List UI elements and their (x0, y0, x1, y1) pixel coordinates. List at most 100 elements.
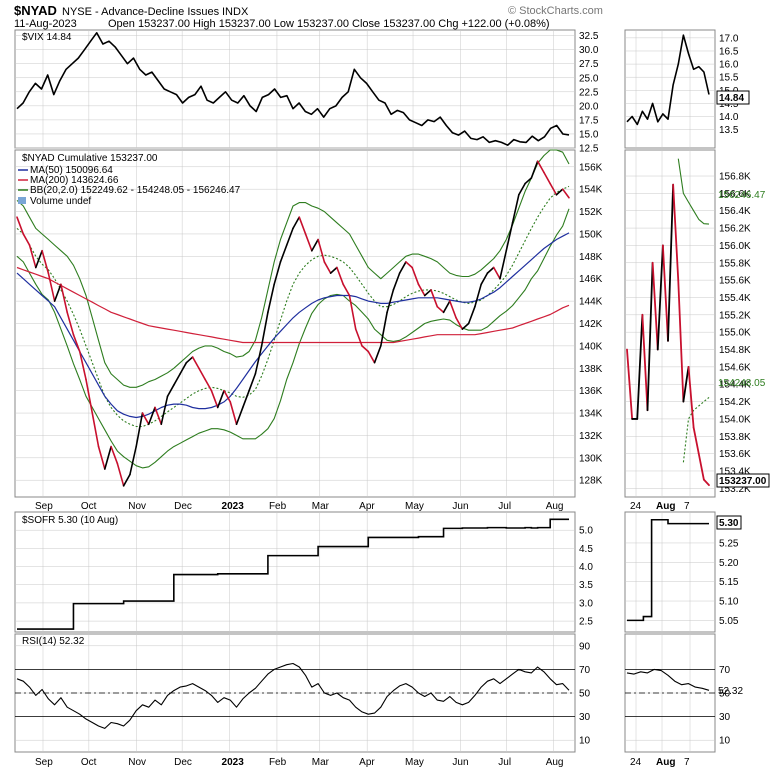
sofr-panel-ytick: 4.0 (579, 562, 593, 573)
x-tick-label-bottom: 2023 (222, 757, 245, 768)
sofr-zoom-panel-ytick: 5.10 (719, 597, 739, 608)
nyad-zoom-price-segment (646, 261, 654, 412)
nyad-price-segment (28, 244, 37, 269)
nyad-zoom-panel-ytick: 153.6K (719, 449, 751, 460)
nyad-price-segment (530, 160, 539, 179)
nyad-zoom-panel-ytick: 155.6K (719, 276, 751, 287)
nyad-price-segment (474, 283, 482, 308)
x-tick-label-bottom: Aug (546, 757, 564, 768)
ma200-line (16, 266, 570, 344)
x-tick-label: Nov (128, 501, 146, 512)
chart-date: 11-Aug-2023 (14, 18, 77, 30)
rsi-zoom-line (626, 668, 710, 691)
nyad-panel-ytick: 134K (579, 409, 603, 420)
x-tick-label: Feb (269, 501, 287, 512)
nyad-price-segment (336, 266, 344, 286)
nyad-price-segment (66, 311, 75, 336)
nyad-price-segment (204, 378, 213, 392)
nyad-zoom-price-segment (677, 279, 685, 403)
nyad-price-segment (455, 317, 464, 330)
x-tick-label-bottom: Oct (81, 757, 97, 768)
nyad-price-segment (154, 406, 163, 426)
sofr-zoom-panel-ytick: 5.05 (719, 616, 739, 627)
nyad-panel-ytick: 154K (579, 185, 603, 196)
x-tick-label: May (405, 501, 424, 512)
last-value-labels: 14.84 153237.00 156246.47 154248.05 5.30… (716, 90, 770, 697)
nyad-legend: $NYAD Cumulative 153237.00 MA(50) 150096… (18, 153, 241, 207)
nyad-panel-ytick: 138K (579, 364, 603, 375)
x-tick-label: Jun (452, 501, 468, 512)
nyad-price-segment (536, 160, 545, 174)
nyad-price-segment (116, 462, 125, 487)
nyad-price-segment (505, 221, 514, 252)
nyad-price-segment (147, 406, 156, 426)
nyad-price-segment (16, 216, 25, 235)
sofr-zoom-panel-ytick: 5.20 (719, 558, 739, 569)
nyad-price-segment (549, 182, 558, 196)
nyad-zoom-price-segment (672, 183, 680, 282)
vix-panel-ytick: 12.5 (579, 144, 599, 155)
nyad-price-segment (260, 311, 269, 347)
nyad-panel-ytick: 142K (579, 319, 603, 330)
x-tick-label-bottom: Dec (174, 757, 192, 768)
nyad-zoom-panel-ytick: 154.8K (719, 345, 751, 356)
rsi-zoom-panel-ytick: 10 (719, 736, 731, 747)
nyad-price-segment (267, 283, 275, 314)
tick-layer: 32.5 30.0 27.5 25.0 22.5 20.0 17.5 15.0 12.5 156K… (35, 31, 751, 768)
panel-frames (14, 29, 716, 753)
vix-panel-ytick: 25.0 (579, 73, 599, 84)
vix-line (16, 31, 570, 146)
watermark: © StockCharts.com (508, 5, 603, 17)
nyad-zoom-panel-ytick: 156.8K (719, 172, 751, 183)
rsi-last-value: 52.32 (718, 686, 743, 697)
nyad-price-segment (461, 322, 470, 330)
nyad-price-segment (518, 182, 526, 196)
bb-upper-value: 156246.47 (718, 190, 766, 201)
x-tick-label: Apr (359, 501, 375, 512)
rsi-panel-ytick: 10 (579, 736, 591, 747)
nyad-zoom-panel-ytick: 156.0K (719, 241, 751, 252)
x-tick-label: Oct (81, 501, 97, 512)
sofr-zoom-panel-ytick: 5.25 (719, 538, 739, 549)
nyad-price-segment (298, 216, 307, 235)
bb-upper-line (16, 149, 570, 388)
nyad-panel-ytick: 148K (579, 252, 603, 263)
zoom-x-tick-label-bottom: 7 (684, 757, 690, 768)
vix-zoom-line (626, 34, 710, 126)
nyad-price-segment (97, 445, 106, 470)
nyad-price-segment (430, 289, 439, 308)
nyad-price-segment (436, 305, 445, 314)
nyad-price-segment (386, 289, 395, 314)
nyad-zoom-frame (624, 149, 716, 498)
index-tag: INDX (222, 6, 249, 18)
nyad-zoom-panel-ytick: 155.8K (719, 258, 751, 269)
zoom-x-tick-label: 24 (630, 501, 642, 512)
nyad-price-segment (480, 272, 489, 286)
nyad-zoom-price-segment (702, 478, 710, 487)
nyad-price-segment (47, 272, 56, 302)
nyad-price-segment (543, 171, 551, 185)
sofr-panel-ytick: 5.0 (579, 526, 593, 537)
x-tick-label-bottom: Apr (359, 757, 375, 768)
nyad-zoom-panel-ytick: 154.2K (719, 397, 751, 408)
nyad-price-segment (373, 345, 382, 364)
bb-middle-zoom-line (682, 396, 710, 463)
rsi-zoom-panel-ytick: 70 (719, 665, 731, 676)
vix-zoom-panel-ytick: 14.0 (719, 112, 739, 123)
sofr-last-value: 5.30 (719, 518, 739, 529)
series-layer (16, 31, 710, 729)
nyad-zoom-panel-ytick: 155.0K (719, 328, 751, 339)
nyad-price-segment (449, 300, 457, 319)
nyad-price-segment (392, 272, 401, 291)
nyad-price-segment (555, 188, 564, 196)
x-tick-label: Aug (546, 501, 564, 512)
nyad-price-segment (398, 261, 407, 274)
nyad-zoom-price-segment (697, 452, 705, 481)
nyad-zoom-price-segment (626, 348, 634, 420)
nyad-price-segment (216, 389, 225, 409)
nyad-price-segment (223, 389, 232, 403)
nyad-zoom-price-segment (682, 365, 690, 403)
vix-panel-ytick: 17.5 (579, 115, 599, 126)
nyad-price-segment (179, 361, 188, 375)
nyad-price-segment (185, 356, 194, 364)
